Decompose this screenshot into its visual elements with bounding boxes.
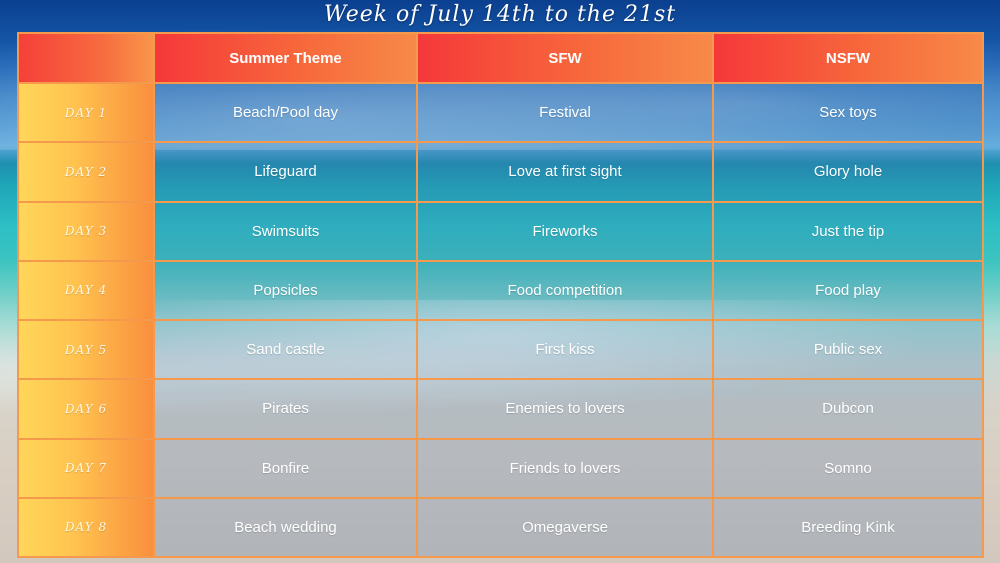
theme-cell: Pirates (153, 378, 418, 440)
schedule-table: Summer Theme SFW NSFW DAY 1 Beach/Pool d… (17, 32, 984, 559)
table-row: DAY 4 Popsicles Food competition Food pl… (17, 259, 984, 322)
nsfw-cell: Sex toys (712, 81, 984, 144)
table-row: DAY 1 Beach/Pool day Festival Sex toys (17, 81, 984, 144)
header-sfw: SFW (416, 32, 714, 84)
nsfw-cell: Public sex (712, 318, 984, 381)
header-corner (17, 32, 155, 84)
theme-cell: Bonfire (153, 437, 418, 499)
table-row: DAY 5 Sand castle First kiss Public sex (17, 318, 984, 381)
table-row: DAY 6 Pirates Enemies to lovers Dubcon (17, 378, 984, 440)
sfw-cell: Fireworks (416, 200, 714, 262)
theme-cell: Sand castle (153, 318, 418, 381)
day-label: DAY 2 (17, 141, 155, 203)
day-label: DAY 8 (17, 496, 155, 559)
sfw-cell: Enemies to lovers (416, 378, 714, 440)
nsfw-cell: Dubcon (712, 378, 984, 440)
theme-cell: Lifeguard (153, 141, 418, 203)
day-label: DAY 4 (17, 259, 155, 322)
theme-cell: Beach/Pool day (153, 81, 418, 144)
day-label: DAY 1 (17, 81, 155, 144)
theme-cell: Popsicles (153, 259, 418, 322)
day-label: DAY 6 (17, 378, 155, 440)
theme-cell: Beach wedding (153, 496, 418, 559)
nsfw-cell: Just the tip (712, 200, 984, 262)
nsfw-cell: Somno (712, 437, 984, 499)
sfw-cell: Food competition (416, 259, 714, 322)
sfw-cell: Love at first sight (416, 141, 714, 203)
nsfw-cell: Food play (712, 259, 984, 322)
table-row: DAY 3 Swimsuits Fireworks Just the tip (17, 200, 984, 262)
day-label: DAY 7 (17, 437, 155, 499)
header-nsfw: NSFW (712, 32, 984, 84)
sfw-cell: First kiss (416, 318, 714, 381)
nsfw-cell: Glory hole (712, 141, 984, 203)
day-label: DAY 3 (17, 200, 155, 262)
header-row: Summer Theme SFW NSFW (17, 32, 984, 84)
sfw-cell: Festival (416, 81, 714, 144)
header-summer-theme: Summer Theme (153, 32, 418, 84)
nsfw-cell: Breeding Kink (712, 496, 984, 559)
table-row: DAY 7 Bonfire Friends to lovers Somno (17, 437, 984, 499)
day-label: DAY 5 (17, 318, 155, 381)
table-row: DAY 8 Beach wedding Omegaverse Breeding … (17, 496, 984, 559)
table-row: DAY 2 Lifeguard Love at first sight Glor… (17, 141, 984, 203)
page-title: Week of July 14th to the 21st (323, 2, 677, 27)
sfw-cell: Omegaverse (416, 496, 714, 559)
sfw-cell: Friends to lovers (416, 437, 714, 499)
theme-cell: Swimsuits (153, 200, 418, 262)
